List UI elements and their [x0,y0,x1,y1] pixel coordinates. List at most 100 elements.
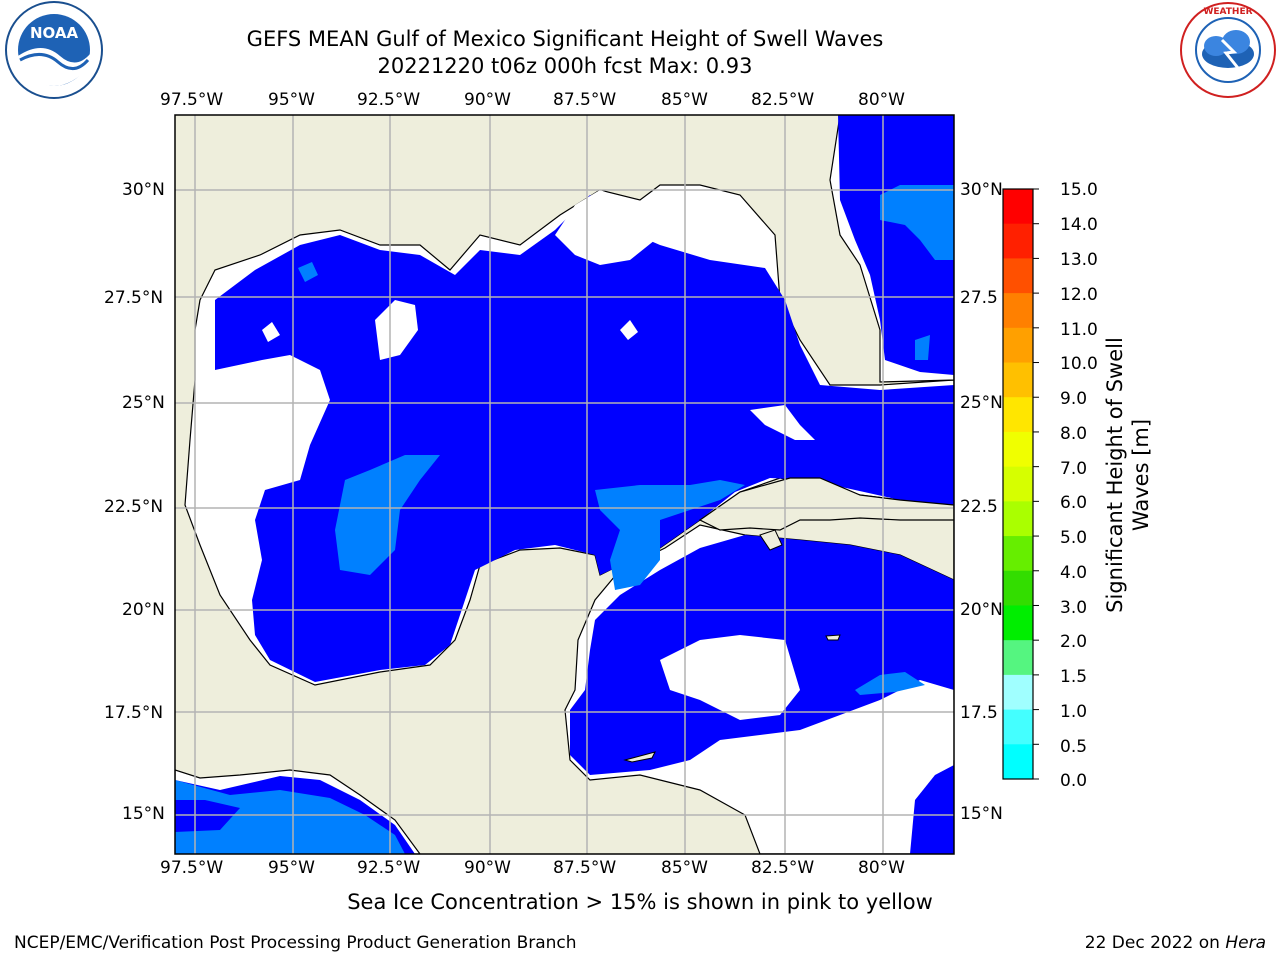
footer-date: 22 Dec 2022 on Hera [1085,933,1266,953]
lat-label-left: 22.5°N [104,497,164,517]
map-frame [174,114,955,855]
colorbar-tick: 8.0 [1060,424,1088,444]
colorbar-tick: 11.0 [1060,320,1098,340]
colorbar-segment [1003,744,1033,780]
lon-label-bottom: 87.5°W [553,858,617,878]
colorbar-tick: 15.0 [1060,180,1098,200]
sea-ice-note: Sea Ice Concentration > 15% is shown in … [347,890,933,914]
colorbar-frame [1002,188,1034,780]
colorbar-segment [1003,570,1033,606]
lon-label-bottom: 95°W [268,858,315,878]
lon-label-bottom: 82.5°W [751,858,815,878]
lon-label-top: 82.5°W [751,90,815,110]
colorbar-tick: 12.0 [1060,285,1098,305]
swell-region-0.5-1m [175,780,405,854]
data-gap [620,320,638,340]
lat-label-left: 17.5°N [104,703,164,723]
lat-label-right: 27.5 [960,288,998,308]
lat-label-left: 20°N [122,600,165,620]
data-gap [660,635,800,720]
lon-label-top: 85°W [661,90,708,110]
svg-text:WEATHER: WEATHER [1203,7,1252,17]
colorbar-tick: 14.0 [1060,215,1098,235]
swell-region-0.5-1m [915,335,930,360]
colorbar-segment [1003,674,1033,711]
data-gap [800,690,954,810]
lon-label-top: 97.5°W [160,90,224,110]
lon-label-bottom: 85°W [661,858,708,878]
swell-region-southeast [910,765,954,854]
svg-text:NOAA: NOAA [30,24,79,42]
colorbar-segment [1003,466,1033,502]
footer-credit: NCEP/EMC/Verification Post Processing Pr… [14,933,577,953]
lat-label-right: 22.5 [960,497,998,517]
data-gap [375,300,418,360]
bay-islands [623,751,656,763]
data-gap [555,190,655,265]
swell-region-0.5-1m [855,672,925,695]
colorbar-segment [1003,223,1033,259]
colorbar-segment [1003,605,1033,641]
colorbar-segment [1003,501,1033,537]
lat-label-right: 17.5 [960,703,998,723]
lat-label-right: 25°N [960,393,1003,413]
footer-date-text: 22 Dec 2022 on [1084,933,1226,953]
colorbar-segment [1003,640,1033,676]
lon-label-top: 92.5°W [357,90,421,110]
nws-logo: WEATHER [1178,0,1278,104]
colorbar-tick: 6.0 [1060,493,1088,513]
colorbar-tick: 1.5 [1060,667,1088,687]
swell-region-atlantic [838,115,954,375]
lon-label-bottom: 90°W [464,858,511,878]
colorbar-tick: 0.5 [1060,737,1088,757]
colorbar-segment [1003,431,1033,468]
colorbar-segment [1003,397,1033,433]
colorbar-tick: 1.0 [1060,702,1088,722]
colorbar-segment [1003,327,1033,364]
colorbar-segment [1003,258,1033,294]
swell-region-0.5-1m [880,185,954,260]
swell-region-0.5-1m [335,455,440,575]
colorbar-segment [1003,709,1033,745]
noaa-logo: NOAA [2,0,106,108]
lat-label-right: 30°N [960,180,1003,200]
lon-label-top: 87.5°W [553,90,617,110]
lon-label-top: 95°W [268,90,315,110]
chart-subtitle: 20221220 t06z 000h fcst Max: 0.93 [377,54,753,78]
jamaica [825,634,841,641]
colorbar-tick: 7.0 [1060,459,1088,479]
map-layers [175,115,954,854]
colorbar-tick: 0.0 [1060,771,1088,791]
lat-label-left: 15°N [122,804,165,824]
colorbar-segment [1003,536,1033,572]
colorbar-tick: 4.0 [1060,563,1088,583]
colorbar-segment [1003,293,1033,329]
swell-region-0.5-1m [298,262,318,282]
lat-label-right: 20°N [960,600,1003,620]
lon-label-bottom: 92.5°W [357,858,421,878]
lon-label-bottom: 97.5°W [160,858,224,878]
colorbar-segment [1003,362,1033,398]
lat-label-left: 27.5°N [104,288,164,308]
colorbar-segment [1003,189,1033,225]
colorbar-tick: 5.0 [1060,528,1088,548]
chart-title: GEFS MEAN Gulf of Mexico Significant Hei… [246,27,884,51]
lat-label-right: 15°N [960,804,1003,824]
data-gap [262,322,280,342]
lon-label-bottom: 80°W [858,858,905,878]
footer-host: Hera [1225,933,1266,953]
colorbar-tick: 10.0 [1060,354,1098,374]
colorbar-tick: 9.0 [1060,389,1088,409]
colorbar-tick: 3.0 [1060,598,1088,618]
lon-label-top: 80°W [858,90,905,110]
data-gap [750,405,815,440]
colorbar-tick: 13.0 [1060,250,1098,270]
colorbar-tick: 2.0 [1060,632,1088,652]
isle-of-youth [759,529,783,551]
lat-label-left: 25°N [122,393,165,413]
lon-label-top: 90°W [464,90,511,110]
cuba-landmass [698,477,954,531]
lat-label-left: 30°N [122,180,165,200]
colorbar-title: Significant Height of Swell Waves [m] [1103,337,1153,613]
